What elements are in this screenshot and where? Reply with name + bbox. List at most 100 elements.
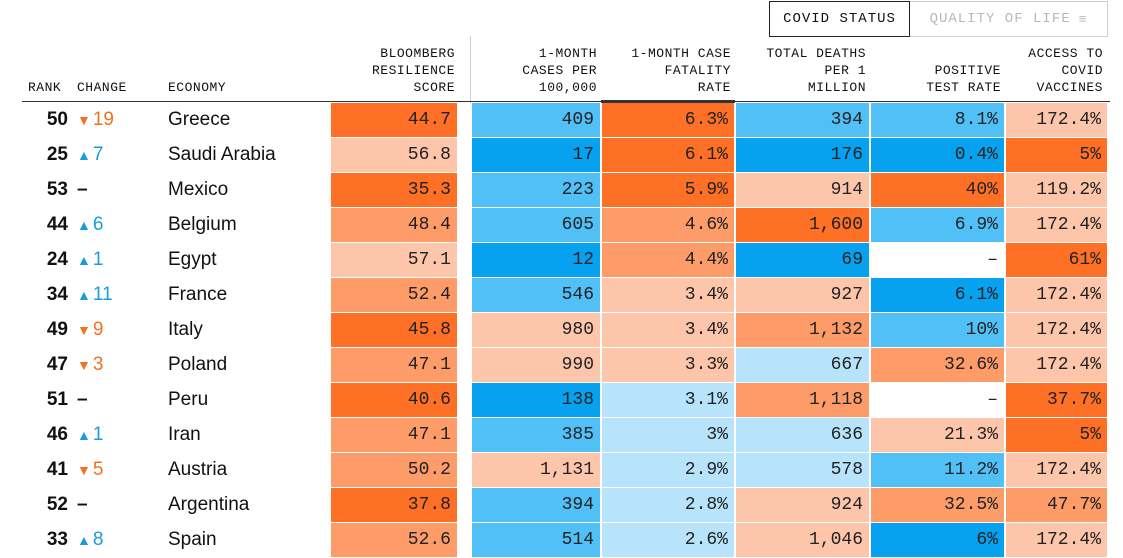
table-row[interactable]: 41 ▼ 5 Austria 50.2 1,131 2.9% 578 11.2% 172.4% [0, 453, 1123, 488]
rank-change-value: 1 [92, 424, 104, 445]
economy-name: Belgium [168, 214, 237, 235]
rank-value: 49 [46, 319, 68, 340]
table-row[interactable]: 44 ▲ 6 Belgium 48.4 605 4.6% 1,600 6.9% 172.4% [0, 208, 1123, 243]
tab-quality-of-life[interactable]: QUALITY OF LIFE ≡ [910, 1, 1108, 37]
table-row[interactable]: 33 ▲ 8 Spain 52.6 514 2.6% 1,046 6% 172.4% [0, 523, 1123, 558]
economy-name: Egypt [168, 249, 217, 270]
col-fatality-line: FATALITY [664, 63, 731, 78]
fatality-cell: 2.9% [602, 453, 734, 487]
col-score-line: SCORE [413, 80, 455, 95]
filter-icon: ≡ [1078, 11, 1088, 27]
col-vaccines-line: ACCESS TO [1028, 46, 1103, 61]
cases-cell: 17 [472, 138, 600, 172]
col-deaths-line: MILLION [807, 80, 866, 95]
tab-quality-of-life-label: QUALITY OF LIFE [929, 11, 1071, 27]
rank-change-value: 19 [92, 109, 114, 130]
col-deaths-header[interactable]: TOTAL DEATHS PER 1 MILLION [766, 45, 866, 96]
col-cases-header[interactable]: 1-MONTH CASES PER 100,000 [522, 45, 597, 96]
vaccines-cell: 172.4% [1006, 278, 1107, 312]
table-row[interactable]: 51– Peru 40.6 138 3.1% 1,118–37.7% [0, 383, 1123, 418]
score-cell: 44.7 [331, 103, 457, 137]
positive-cell: 11.2% [871, 453, 1004, 487]
col-score-header[interactable]: BLOOMBERG RESILIENCE SCORE [372, 45, 455, 96]
rank-change-value: 6 [92, 214, 104, 235]
col-fatality-header[interactable]: 1-MONTH CASE FATALITY RATE [631, 45, 731, 96]
positive-cell: 6.1% [871, 278, 1004, 312]
vaccines-cell: 172.4% [1006, 523, 1107, 557]
col-vaccines-header[interactable]: ACCESS TO COVID VACCINES [1028, 45, 1103, 96]
table-row[interactable]: 24 ▲ 1 Egypt 57.1 12 4.4% 69–61% [0, 243, 1123, 278]
cases-cell: 385 [472, 418, 600, 452]
rank-change: ▼ 19 [77, 103, 114, 137]
rank-change: ▲ 1 [77, 243, 103, 277]
rank-value: 41 [46, 459, 68, 480]
table-body: 50 ▼ 19 Greece 44.7 409 6.3% 394 8.1% 172.4% 25 ▲ 7 S… [0, 103, 1123, 558]
divider [470, 36, 471, 103]
vaccines-cell: 61% [1006, 243, 1107, 277]
positive-cell: 32.6% [871, 348, 1004, 382]
economy-name: Iran [168, 424, 201, 445]
economy-name: Greece [168, 109, 231, 130]
positive-cell: 6% [871, 523, 1004, 557]
cases-cell: 980 [472, 313, 600, 347]
cases-cell: 223 [472, 173, 600, 207]
table-row[interactable]: 47 ▼ 3 Poland 47.1 990 3.3% 667 32.6% 172.4% [0, 348, 1123, 383]
positive-cell: – [871, 243, 1004, 277]
rank-change-value: 1 [92, 249, 104, 270]
col-score-line: BLOOMBERG [380, 46, 455, 61]
score-cell: 48.4 [331, 208, 457, 242]
rank-change-value: 3 [92, 354, 104, 375]
deaths-cell: 176 [736, 138, 869, 172]
table-row[interactable]: 49 ▼ 9 Italy 45.8 980 3.4% 1,132 10% 172.4% [0, 313, 1123, 348]
table-row[interactable]: 50 ▼ 19 Greece 44.7 409 6.3% 394 8.1% 172.4% [0, 103, 1123, 138]
rank-value: 33 [46, 529, 68, 550]
tab-covid-status-label: COVID STATUS [783, 11, 896, 27]
arrow-down-icon: ▼ [77, 462, 91, 478]
vaccines-cell: 172.4% [1006, 103, 1107, 137]
table-row[interactable]: 52– Argentina 37.8 394 2.8% 924 32.5% 47.7% [0, 488, 1123, 523]
score-cell: 47.1 [331, 418, 457, 452]
arrow-up-icon: ▲ [77, 147, 91, 163]
cases-cell: 12 [472, 243, 600, 277]
positive-cell: 8.1% [871, 103, 1004, 137]
rank-change: ▼ 9 [77, 313, 103, 347]
arrow-down-icon: ▼ [77, 322, 91, 338]
economy-name: Peru [168, 389, 209, 410]
rank-value: 34 [46, 284, 68, 305]
fatality-cell: 6.1% [602, 138, 734, 172]
deaths-cell: 1,118 [736, 383, 869, 417]
cases-cell: 409 [472, 103, 600, 137]
economy-name: Mexico [168, 179, 229, 200]
rank-change: ▲ 1 [77, 418, 103, 452]
economy-name: Italy [168, 319, 203, 340]
deaths-cell: 1,132 [736, 313, 869, 347]
rank-value: 24 [46, 249, 68, 270]
economy-name: Austria [168, 459, 228, 480]
score-cell: 57.1 [331, 243, 457, 277]
deaths-cell: 69 [736, 243, 869, 277]
sort-indicator [601, 100, 735, 103]
col-deaths-line: PER 1 [824, 63, 866, 78]
col-change-header[interactable]: CHANGE [77, 80, 127, 95]
col-fatality-line: 1-MONTH CASE [631, 46, 731, 61]
col-rank-header[interactable]: RANK [28, 80, 62, 95]
vaccines-cell: 172.4% [1006, 348, 1107, 382]
economy-name: Spain [168, 529, 217, 550]
positive-cell: – [871, 383, 1004, 417]
col-deaths-line: TOTAL DEATHS [766, 46, 866, 61]
cases-cell: 1,131 [472, 453, 600, 487]
col-vaccines-line: COVID [1061, 63, 1103, 78]
tab-covid-status[interactable]: COVID STATUS [769, 1, 910, 37]
table-row[interactable]: 46 ▲ 1 Iran 47.1 385 3% 636 21.3% 5% [0, 418, 1123, 453]
table-row[interactable]: 53– Mexico 35.3 223 5.9% 914 40% 119.2% [0, 173, 1123, 208]
rank-value: 53 [46, 179, 68, 200]
fatality-cell: 4.6% [602, 208, 734, 242]
fatality-cell: 4.4% [602, 243, 734, 277]
table-row[interactable]: 25 ▲ 7 Saudi Arabia 56.8 17 6.1% 176 0.4% 5% [0, 138, 1123, 173]
vaccines-cell: 5% [1006, 138, 1107, 172]
economy-name: France [168, 284, 228, 305]
fatality-cell: 3.3% [602, 348, 734, 382]
col-positive-header[interactable]: POSITIVE TEST RATE [926, 62, 1001, 96]
table-row[interactable]: 34 ▲ 11 France 52.4 546 3.4% 927 6.1% 172.4% [0, 278, 1123, 313]
col-economy-header[interactable]: ECONOMY [168, 80, 227, 95]
